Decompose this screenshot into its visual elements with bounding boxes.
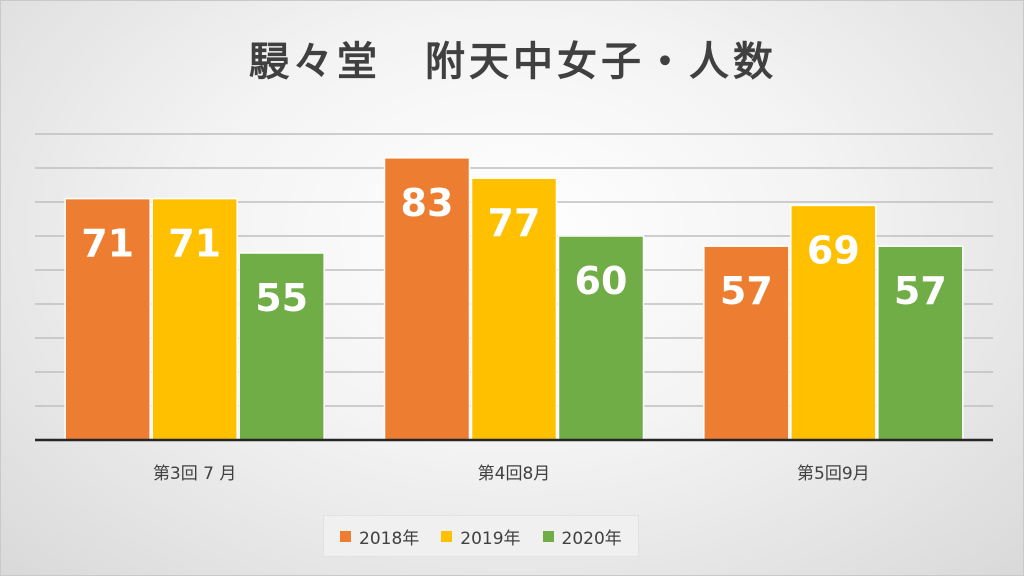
bar — [703, 245, 790, 441]
category-label: 第5回9月 — [797, 464, 870, 484]
bar — [877, 245, 964, 441]
bar — [151, 197, 238, 441]
bar-value-label: 69 — [807, 228, 860, 272]
legend-item: 2020年 — [542, 524, 622, 549]
bar-value-label: 83 — [401, 181, 454, 225]
bar-value-label: 57 — [720, 269, 773, 313]
bar — [383, 157, 471, 441]
legend-swatch — [340, 530, 351, 542]
category-label: 第4回8月 — [478, 464, 551, 484]
bar — [64, 197, 151, 441]
chart-title: 駸々堂 附天中女子・人数 — [249, 39, 777, 85]
legend-item: 2018年 — [340, 524, 419, 549]
bar-value-label: 77 — [488, 201, 541, 245]
category-label: 第3回 7 月 — [153, 464, 236, 484]
legend-label: 2019年 — [460, 528, 521, 549]
legend-label: 2018年 — [359, 528, 420, 549]
bar-value-label: 57 — [894, 269, 947, 313]
chart-legend: 2018年 2019年 2020年 — [323, 515, 639, 557]
legend-label: 2020年 — [561, 528, 622, 549]
legend-swatch — [542, 530, 554, 542]
bar — [238, 252, 325, 441]
legend-item: 2019年 — [441, 524, 521, 549]
bar-value-label: 55 — [255, 276, 308, 320]
bar-value-label: 71 — [168, 222, 221, 266]
bar — [790, 204, 877, 441]
bar-value-label: 60 — [575, 259, 628, 303]
legend-swatch — [441, 530, 453, 542]
bar-value-label: 71 — [81, 222, 134, 266]
